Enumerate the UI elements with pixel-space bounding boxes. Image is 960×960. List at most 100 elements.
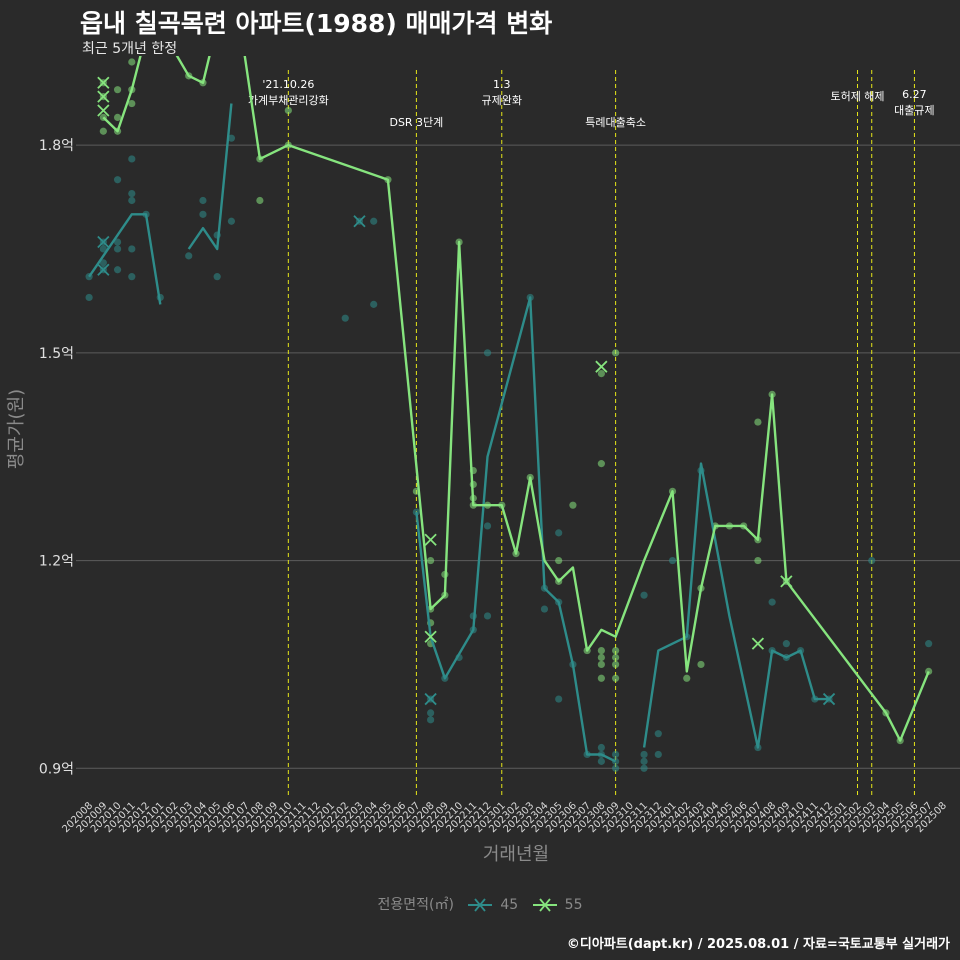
cross-stroke [424, 533, 437, 546]
data-point-55 [597, 653, 605, 662]
cross-marker-55 [97, 90, 110, 103]
event-annotation: DSR 3단계 [389, 116, 443, 129]
cross-marker-45 [353, 215, 366, 228]
legend: 전용면적(㎡) 45 55 [0, 894, 960, 914]
data-point-55 [128, 0, 135, 3]
data-point-45 [128, 196, 136, 205]
legend-key-cross [538, 898, 551, 912]
cross-marker-55 [780, 575, 793, 588]
cross-stroke [780, 575, 793, 588]
data-point-45 [483, 612, 492, 620]
event-annotation-line: 1.3 [493, 78, 511, 91]
data-point-55 [612, 646, 620, 655]
data-point-45 [597, 743, 605, 752]
event-annotation-line: 대출규제 [894, 104, 934, 117]
data-point-55 [612, 660, 620, 669]
y-tick-label: 0.9억 [39, 761, 74, 777]
data-point-45 [199, 196, 207, 205]
data-point-55 [555, 556, 563, 565]
data-point-45 [227, 217, 236, 225]
event-annotation-line: 규제완화 [482, 94, 522, 107]
cross-stroke [424, 630, 437, 643]
cross-marker-55 [595, 360, 608, 373]
data-point-55 [612, 349, 620, 357]
data-point-45 [555, 695, 563, 703]
data-point-45 [213, 273, 221, 281]
data-point-45 [185, 252, 193, 260]
data-point-55 [113, 86, 122, 94]
event-annotation-line: 6.27 [902, 88, 927, 101]
series-line-55 [102, 56, 930, 742]
y-tick-label: 1.5억 [39, 346, 74, 362]
cross-marker-45 [424, 692, 437, 706]
data-point-45 [654, 750, 662, 759]
data-point-45 [768, 598, 776, 606]
data-point-45 [427, 709, 435, 717]
data-point-55 [157, 17, 164, 24]
data-point-55 [427, 556, 435, 565]
data-point-55 [597, 646, 605, 655]
event-annotation-line: 특례대출축소 [585, 116, 646, 129]
legend-label-55: 55 [564, 897, 583, 913]
y-axis-title: 평균가(원) [6, 389, 27, 469]
data-point-45 [370, 217, 378, 225]
data-point-45 [483, 522, 492, 530]
x-axis-title: 거래년월 [483, 844, 549, 865]
series-line-45 [88, 213, 162, 305]
cross-stroke [353, 215, 366, 228]
data-point-45 [128, 189, 136, 198]
data-point-55 [612, 653, 620, 662]
event-annotation-line: 토허제 해제 [830, 89, 884, 103]
data-point-45 [99, 259, 107, 267]
data-point-45 [427, 716, 435, 724]
cross-marker-55 [424, 533, 437, 546]
data-point-55 [597, 674, 605, 682]
cross-stroke [97, 90, 110, 103]
data-point-45 [868, 556, 876, 565]
data-point-45 [113, 245, 122, 253]
cross-marker-45 [822, 692, 836, 706]
cross-marker-55 [424, 630, 437, 643]
cross-stroke [97, 104, 110, 117]
data-point-45 [640, 750, 648, 759]
chart-subtitle: 최근 5개년 한정 [82, 41, 178, 57]
data-point-45 [654, 730, 662, 738]
data-point-45 [483, 349, 492, 357]
cross-marker-45 [97, 235, 110, 249]
legend-item-55: 55 [531, 896, 583, 914]
legend-key-45 [468, 898, 493, 912]
event-annotation-line: DSR 3단계 [389, 116, 443, 129]
legend-key-55 [532, 898, 557, 912]
cross-stroke [822, 692, 836, 706]
data-point-55 [128, 38, 135, 45]
data-point-45 [668, 556, 677, 565]
y-tick-label: 1.2억 [39, 554, 74, 570]
cross-stroke [97, 235, 110, 249]
data-point-45 [540, 605, 549, 613]
event-annotation: 토허제 해제 [830, 89, 884, 103]
data-point-45 [640, 757, 648, 765]
data-point-45 [227, 134, 236, 142]
data-point-55 [697, 660, 705, 669]
cross-stroke [595, 360, 608, 373]
data-point-45 [782, 640, 790, 648]
data-point-55 [597, 460, 605, 468]
series-line-45 [642, 462, 829, 749]
data-point-55 [128, 58, 136, 66]
data-point-55 [99, 127, 107, 135]
data-point-55 [569, 501, 577, 509]
data-point-45 [555, 529, 563, 537]
cross-stroke [751, 637, 765, 650]
data-point-45 [128, 273, 136, 281]
source-caption: ©디아파트(dapt.kr) / 2025.08.01 / 자료=국토교통부 실… [566, 937, 950, 952]
data-point-45 [199, 210, 207, 218]
chart-title: 읍내 칠곡목련 아파트(1988) 매매가격 변화 [80, 9, 553, 38]
plot-area [85, 0, 933, 772]
cross-stroke [97, 76, 110, 89]
data-point-55 [597, 370, 605, 378]
data-point-45 [612, 764, 620, 772]
legend-item-45: 45 [466, 896, 518, 914]
data-point-45 [128, 245, 136, 253]
data-point-45 [370, 300, 378, 308]
data-point-55 [113, 113, 122, 121]
